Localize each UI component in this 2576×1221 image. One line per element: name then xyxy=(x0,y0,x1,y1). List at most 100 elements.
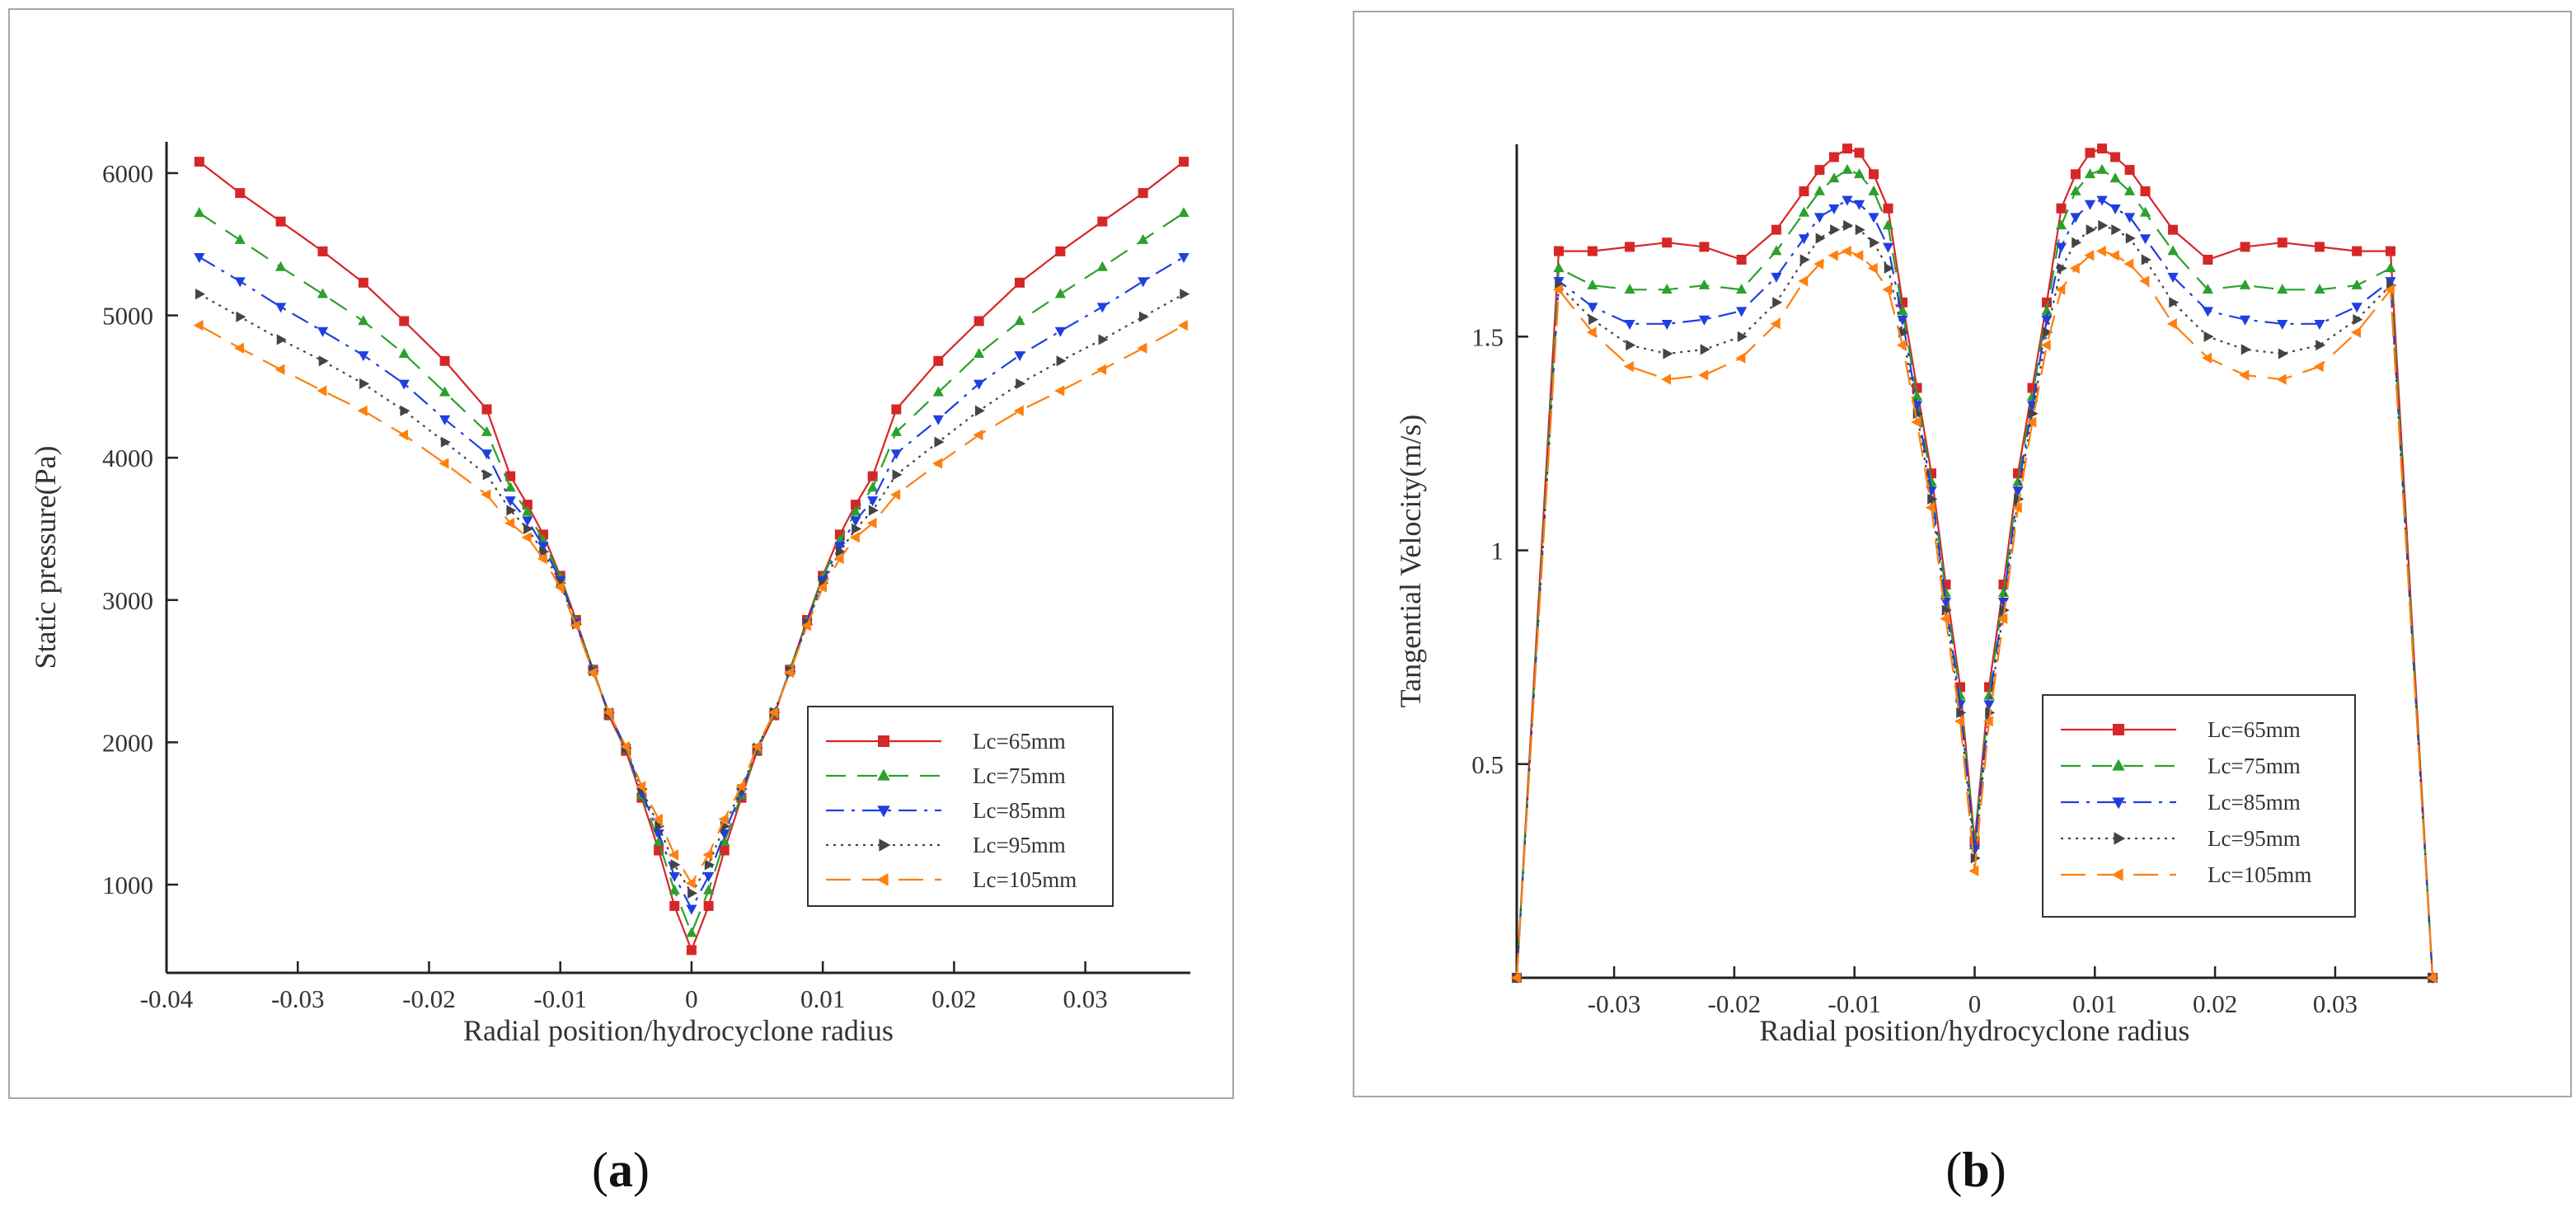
data-point xyxy=(1898,326,1909,338)
x-tick-label: 0.03 xyxy=(2313,989,2358,1018)
data-point xyxy=(1056,355,1067,367)
legend-label: Lc=85mm xyxy=(2208,790,2301,815)
data-point xyxy=(2203,331,2214,342)
data-point xyxy=(274,261,287,271)
data-point xyxy=(2166,318,2177,330)
data-point xyxy=(274,303,287,313)
data-point xyxy=(2239,315,2251,326)
y-tick-label: 3000 xyxy=(102,586,153,615)
data-point xyxy=(1911,390,1923,401)
data-point xyxy=(1178,253,1189,264)
legend-item: Lc=85mm xyxy=(2061,790,2301,815)
data-point xyxy=(2168,224,2179,235)
tangential-velocity-chart: -0.03 -0.02 -0.01 0 0.01 0.02 0.03 0.5 1 1.5 Radia… xyxy=(1394,143,2439,1047)
data-point xyxy=(1853,250,1864,261)
data-point xyxy=(934,436,945,448)
data-point xyxy=(2277,237,2287,248)
data-point xyxy=(1736,284,1748,294)
data-point xyxy=(2351,303,2363,313)
data-point xyxy=(868,505,879,516)
legend-marker xyxy=(878,735,889,747)
x-tick-label: -0.01 xyxy=(533,984,587,1013)
legend-label: Lc=105mm xyxy=(973,867,1077,892)
data-point xyxy=(1843,219,1854,232)
legend-a: Lc=65mm Lc=75mm Lc=85mm Lc=95mm Lc=105mm xyxy=(807,706,1114,907)
data-point xyxy=(719,845,730,856)
data-point xyxy=(1869,169,1879,180)
data-point xyxy=(521,532,532,543)
data-point xyxy=(2098,219,2109,232)
data-point xyxy=(1626,340,1636,351)
data-point xyxy=(2167,272,2179,283)
data-point xyxy=(2277,284,2288,294)
data-point xyxy=(2125,232,2136,244)
legend-label: Lc=75mm xyxy=(973,763,1066,788)
data-point xyxy=(398,379,410,390)
data-point xyxy=(1828,172,1840,183)
data-point xyxy=(2139,206,2151,217)
data-point xyxy=(537,542,549,552)
data-point xyxy=(481,404,492,415)
data-point xyxy=(1828,204,1840,214)
data-point xyxy=(669,871,680,882)
x-tick-label: 0.01 xyxy=(800,984,845,1013)
axes-b: -0.03 -0.02 -0.01 0 0.01 0.02 0.03 0.5 1 1.5 xyxy=(1471,144,2433,1018)
data-point xyxy=(735,781,746,792)
y-tick-label: 1.5 xyxy=(1471,322,1504,351)
data-point xyxy=(687,887,698,899)
data-point xyxy=(1054,288,1066,298)
data-point xyxy=(522,516,533,527)
data-point xyxy=(2124,165,2135,176)
data-point xyxy=(2056,203,2067,214)
legend-item: Lc=65mm xyxy=(2061,717,2301,742)
data-point xyxy=(2353,313,2363,326)
x-tick-label: 0 xyxy=(685,984,698,1013)
data-point xyxy=(1096,261,1108,271)
data-point xyxy=(506,505,517,516)
data-point xyxy=(439,355,450,366)
data-point xyxy=(195,289,206,300)
data-point xyxy=(1927,493,1938,505)
data-point xyxy=(1954,716,1964,727)
data-point xyxy=(2140,186,2151,197)
static-pressure-chart: -0.04 -0.03 -0.02 -0.01 0 0.01 0.02 0.03 1000 200… xyxy=(29,142,1190,1047)
data-point xyxy=(2012,486,2024,497)
data-point xyxy=(1830,224,1841,236)
data-point xyxy=(1983,700,1995,711)
y-tick-label: 5000 xyxy=(102,302,153,331)
data-point xyxy=(1870,237,1880,248)
data-point xyxy=(1799,186,1809,197)
caption-b-letter: b xyxy=(1962,1143,1990,1197)
data-point xyxy=(504,481,516,492)
legend-label: Lc=95mm xyxy=(973,833,1066,857)
data-point xyxy=(1736,307,1748,317)
data-point xyxy=(1138,311,1149,322)
legend-box xyxy=(807,706,1114,907)
y-tick-label: 0.5 xyxy=(1471,750,1504,779)
data-point xyxy=(1097,216,1108,227)
data-point xyxy=(2277,319,2288,330)
data-point xyxy=(1138,233,1149,244)
data-point xyxy=(1623,361,1634,373)
data-point xyxy=(718,813,729,825)
x-tick-label: -0.02 xyxy=(1708,989,1762,1018)
data-point xyxy=(1179,157,1189,167)
x-tick-label: 0.02 xyxy=(2193,989,2237,1018)
data-point xyxy=(2011,502,2022,514)
data-point xyxy=(1841,246,1851,257)
data-point xyxy=(1770,318,1781,330)
y-tick-label: 1000 xyxy=(102,871,153,899)
data-point xyxy=(850,505,861,516)
x-tick-label: -0.03 xyxy=(271,984,325,1013)
data-point xyxy=(2314,242,2325,252)
data-point xyxy=(554,581,565,593)
data-point xyxy=(1842,143,1852,154)
data-point xyxy=(482,469,493,481)
data-point xyxy=(603,707,613,718)
data-point xyxy=(2109,250,2119,261)
legend-item: Lc=65mm xyxy=(826,729,1066,754)
data-point xyxy=(1882,284,1893,295)
y-tick-label: 6000 xyxy=(102,159,153,188)
data-point xyxy=(1178,207,1189,218)
data-point xyxy=(2028,408,2039,420)
